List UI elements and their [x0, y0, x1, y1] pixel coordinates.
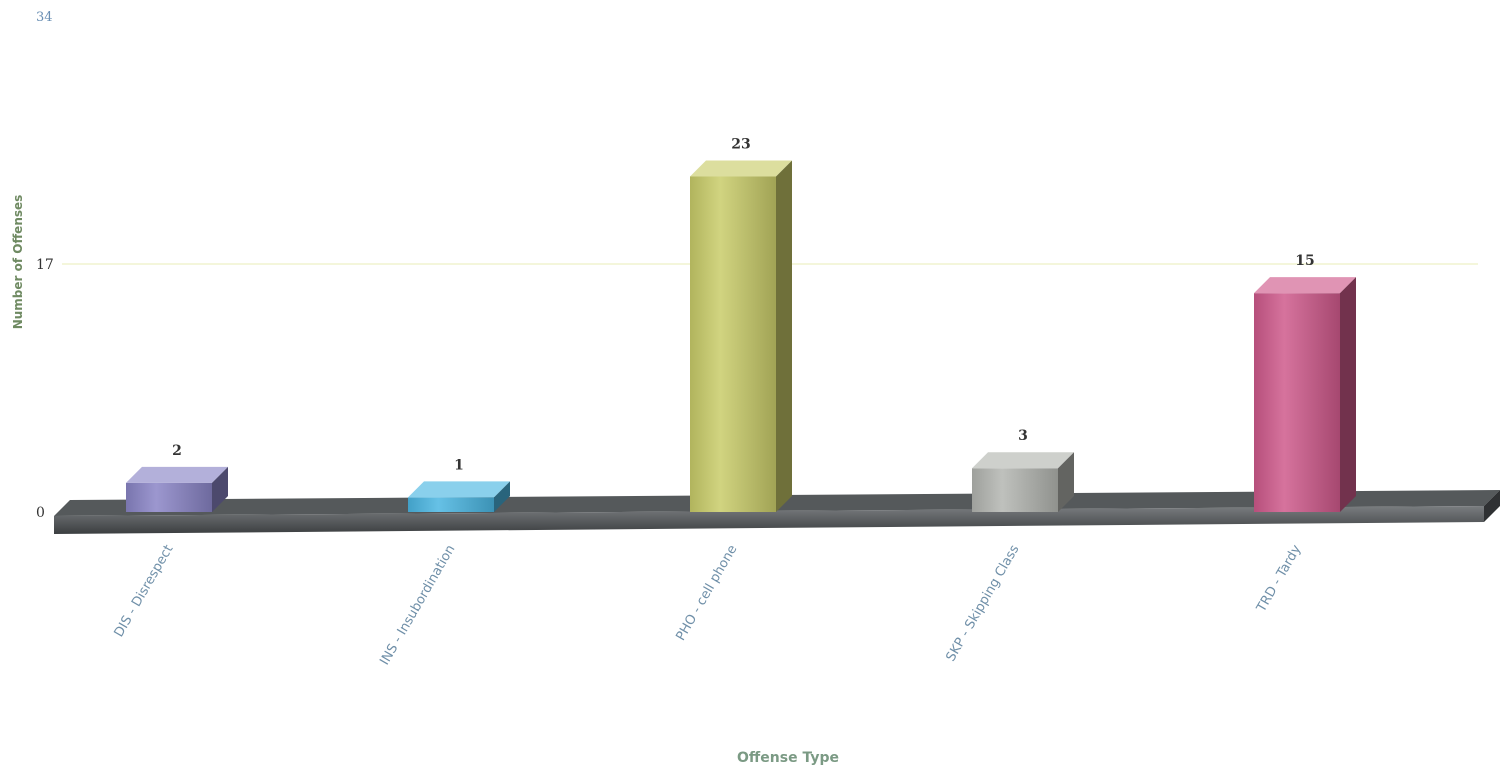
- y-tick-label: 34: [36, 10, 53, 25]
- x-axis-categories: DIS - Disrespect INS - Insubordination PHO…: [112, 542, 1305, 668]
- bar-top: [408, 481, 510, 498]
- bar-front: [690, 176, 776, 512]
- bar-side: [776, 160, 792, 512]
- data-label: 23: [731, 136, 750, 152]
- data-label: 3: [1018, 428, 1028, 444]
- floor-side: [1484, 490, 1500, 522]
- category-label: INS - Insubordination: [377, 543, 458, 668]
- bar-side: [1058, 452, 1074, 512]
- bars: [126, 160, 1356, 512]
- value-labels: 2 1 23 3 15: [172, 136, 1315, 473]
- bar-top: [1254, 277, 1356, 294]
- y-tick-label: 0: [36, 505, 45, 521]
- bar-side: [1340, 277, 1356, 512]
- bar-top: [126, 466, 228, 483]
- bar-top: [690, 160, 792, 177]
- bar-front: [1254, 293, 1340, 512]
- y-axis-ticks: 0 17 34: [36, 10, 54, 521]
- y-tick-label: 17: [36, 257, 54, 273]
- category-label: DIS - Disrespect: [112, 543, 177, 640]
- data-label: 1: [454, 457, 464, 473]
- bar-front: [408, 497, 494, 512]
- bar: [972, 452, 1074, 512]
- category-label: PHO - cell phone: [673, 543, 740, 644]
- floor-front: [54, 506, 1484, 534]
- bar-side: [494, 481, 510, 512]
- data-label: 2: [172, 443, 182, 459]
- bar: [1254, 277, 1356, 512]
- y-axis-title: Number of Offenses: [11, 195, 25, 330]
- bar: [126, 466, 228, 512]
- bar-top: [972, 452, 1074, 469]
- bar-front: [126, 482, 212, 512]
- bar: [408, 481, 510, 512]
- bar: [690, 160, 792, 512]
- bar-side: [212, 466, 228, 512]
- bar-front: [972, 468, 1058, 512]
- category-label: SKP - Skipping Class: [944, 542, 1023, 664]
- category-label: TRD - Tardy: [1254, 542, 1305, 615]
- x-axis-title: Offense Type: [737, 750, 839, 766]
- data-label: 15: [1295, 253, 1314, 269]
